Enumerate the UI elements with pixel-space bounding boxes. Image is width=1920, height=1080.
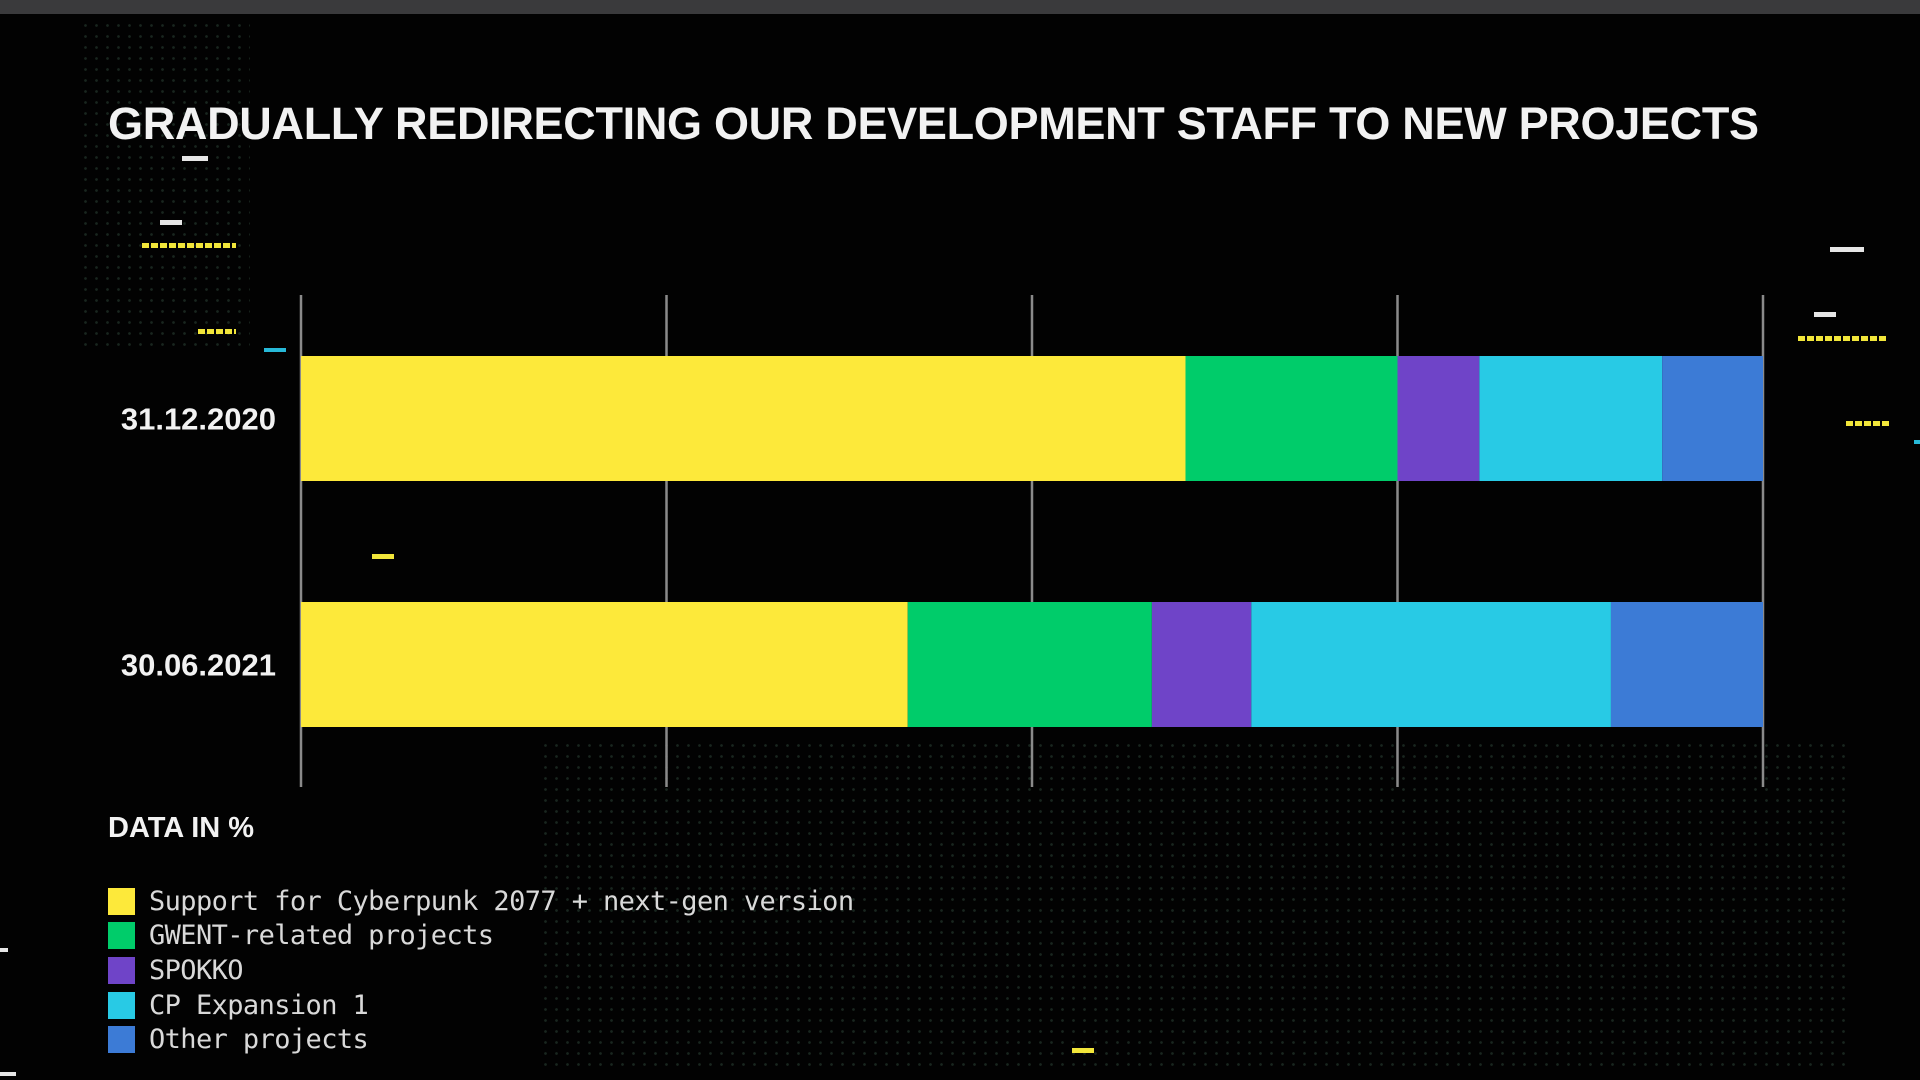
category-label: 30.06.2021 xyxy=(121,648,276,683)
decoration-dash xyxy=(1914,440,1920,444)
legend-item: Other projects xyxy=(108,1022,854,1057)
decoration-dash xyxy=(1814,312,1836,317)
decoration-dash xyxy=(142,243,236,248)
window-top-bar xyxy=(0,0,1920,14)
background-dot-pattern-bottom xyxy=(540,740,1850,1070)
legend-item: SPOKKO xyxy=(108,953,854,988)
decoration-dash xyxy=(1830,247,1864,252)
bar-segment xyxy=(1397,356,1480,481)
legend-label: Support for Cyberpunk 2077 + next-gen ve… xyxy=(149,885,854,917)
bar-segment xyxy=(1479,356,1663,481)
chart-title: GRADUALLY REDIRECTING OUR DEVELOPMENT ST… xyxy=(108,98,1759,149)
decoration-dash xyxy=(0,1072,16,1076)
data-unit-note: DATA IN % xyxy=(108,812,255,844)
background-dot-pattern-top-left xyxy=(80,20,250,350)
legend-swatch xyxy=(108,956,135,984)
bar-segment xyxy=(1151,602,1252,727)
decoration-dash xyxy=(372,554,394,559)
legend-swatch xyxy=(108,991,135,1019)
legend: Support for Cyberpunk 2077 + next-gen ve… xyxy=(108,884,854,1057)
legend-label: GWENT-related projects xyxy=(149,920,494,952)
bar-segment xyxy=(1185,356,1398,481)
decoration-dash xyxy=(1798,336,1888,341)
bar-segment xyxy=(301,602,908,727)
decoration-dash xyxy=(264,348,286,352)
bar-segment xyxy=(301,356,1186,481)
legend-swatch xyxy=(108,887,135,915)
decoration-dash xyxy=(198,329,236,334)
category-labels: 31.12.2020 30.06.2021 xyxy=(121,402,276,683)
bar-segment xyxy=(1251,602,1611,727)
bar-segment xyxy=(1662,356,1763,481)
decoration-dash xyxy=(182,156,208,161)
decoration-dash xyxy=(0,948,8,952)
decoration-dash xyxy=(1072,1048,1094,1053)
legend-swatch xyxy=(108,922,135,950)
bar-segment xyxy=(1610,602,1763,727)
legend-item: Support for Cyberpunk 2077 + next-gen ve… xyxy=(108,884,854,919)
legend-label: Other projects xyxy=(149,1024,369,1056)
bars xyxy=(301,356,1763,727)
decoration-dash xyxy=(160,220,182,225)
bar-segment xyxy=(907,602,1152,727)
category-label: 31.12.2020 xyxy=(121,402,276,437)
legend-label: SPOKKO xyxy=(149,954,244,986)
decoration-dash xyxy=(1846,421,1890,426)
legend-swatch xyxy=(108,1026,135,1054)
legend-item: GWENT-related projects xyxy=(108,919,854,954)
legend-label: CP Expansion 1 xyxy=(149,989,369,1021)
legend-item: CP Expansion 1 xyxy=(108,988,854,1023)
